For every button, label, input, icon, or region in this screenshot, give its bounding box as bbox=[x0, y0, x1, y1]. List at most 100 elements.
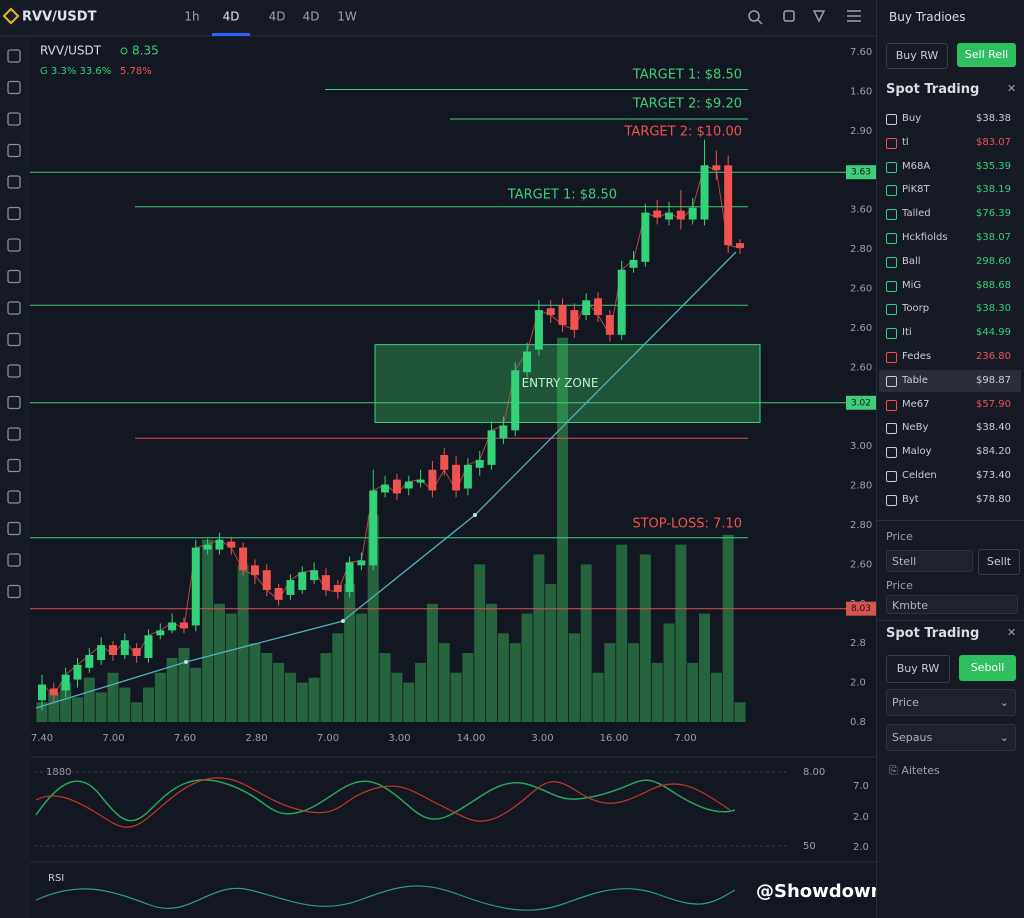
ticker-value: $78.80 bbox=[976, 493, 1011, 505]
volume-bar bbox=[71, 697, 83, 722]
divider bbox=[877, 520, 1024, 521]
ticker-row[interactable]: Hckfiolds $38.07 bbox=[879, 227, 1021, 249]
tool-icon[interactable] bbox=[7, 301, 21, 315]
tool-icon[interactable] bbox=[7, 175, 21, 189]
timeframe[interactable]: 4D bbox=[269, 10, 286, 24]
ticker-row[interactable]: Ball 298.60 bbox=[879, 251, 1021, 273]
candle-body bbox=[582, 300, 591, 316]
ticker-row[interactable]: Celden $73.40 bbox=[879, 465, 1021, 487]
x-axis-label: 3.00 bbox=[531, 733, 553, 744]
ticker-icon bbox=[886, 352, 897, 363]
tool-icon[interactable] bbox=[7, 143, 21, 158]
buy-button[interactable]: Buy RW bbox=[886, 43, 948, 69]
annotation: TARGET 1: $8.50 bbox=[507, 188, 617, 203]
candle-body bbox=[298, 572, 307, 590]
ticker-row[interactable]: NeBy $38.40 bbox=[879, 417, 1021, 439]
ticker-row[interactable]: M68A $35.39 bbox=[879, 156, 1021, 178]
ticker-row[interactable]: Table $98.87 bbox=[879, 369, 1021, 392]
ticker-row[interactable]: tl $83.07 bbox=[879, 132, 1021, 154]
candle-body bbox=[404, 481, 413, 489]
ticker-row[interactable]: Fedes 236.80 bbox=[879, 346, 1021, 368]
tool-icon[interactable] bbox=[7, 364, 21, 378]
ticker-icon bbox=[886, 375, 897, 387]
ticker-row[interactable]: Byt $78.80 bbox=[879, 489, 1021, 511]
tool-icon[interactable] bbox=[7, 112, 21, 126]
ticker-value: $38.38 bbox=[976, 113, 1011, 124]
tool-icon[interactable] bbox=[7, 49, 21, 63]
sell-button[interactable]: Seboll bbox=[959, 655, 1016, 681]
ticker-name: tl bbox=[902, 136, 909, 148]
ticker-row[interactable]: PiK8T $38.19 bbox=[879, 179, 1021, 201]
buy-button[interactable]: Buy RW bbox=[886, 655, 950, 683]
macd-axis-label: 7.0 bbox=[853, 781, 869, 792]
candle-body bbox=[156, 630, 165, 636]
watermark: @ShowdownCrypto_Pro bbox=[756, 881, 876, 902]
tool-icon[interactable] bbox=[7, 395, 21, 410]
tool-icon[interactable] bbox=[7, 238, 21, 252]
tool-icon[interactable] bbox=[7, 584, 21, 599]
alerts-text: Aitetes bbox=[901, 764, 940, 777]
select[interactable]: Sepaus ⌄ bbox=[886, 724, 1016, 751]
ticker-icon bbox=[886, 447, 897, 459]
volume-bar bbox=[308, 677, 320, 722]
ticker-row[interactable]: MiG $88.68 bbox=[879, 275, 1021, 297]
candle-body bbox=[487, 430, 496, 465]
candle-body bbox=[641, 212, 650, 262]
symbol[interactable]: RVV/USDT bbox=[22, 10, 97, 25]
candle-body bbox=[333, 585, 342, 592]
divider bbox=[877, 620, 1024, 621]
volume-bar bbox=[675, 544, 687, 722]
macd-axis-label: 2.0 bbox=[853, 842, 869, 853]
timeframe[interactable]: 4D bbox=[223, 10, 240, 24]
candle-body bbox=[700, 165, 709, 220]
ticker-row[interactable]: Me67 $57.90 bbox=[879, 394, 1021, 416]
timeframe[interactable]: 4D bbox=[303, 10, 320, 24]
sell-button[interactable]: Sell Rell bbox=[957, 43, 1016, 67]
y-axis-label: 0.8 bbox=[850, 717, 866, 728]
ticker-name: Byt bbox=[902, 493, 919, 505]
volume-bar bbox=[497, 633, 509, 722]
ticker-row[interactable]: Buy $38.38 bbox=[879, 108, 1021, 130]
ticker-value: $88.68 bbox=[976, 279, 1011, 291]
tool-icon[interactable] bbox=[7, 553, 21, 567]
ticker-row[interactable]: Iti $44.99 bbox=[879, 322, 1021, 344]
y-axis-label: 2.60 bbox=[850, 559, 872, 570]
tool-icon[interactable] bbox=[7, 521, 21, 536]
price-input[interactable]: Kmbte bbox=[886, 595, 1018, 614]
price-input[interactable]: Stell bbox=[886, 550, 973, 572]
y-axis-label: 2.60 bbox=[850, 323, 872, 334]
ticker-row[interactable]: Toorp $38.30 bbox=[879, 298, 1021, 320]
alerts[interactable]: ⎘ Aitetes bbox=[889, 764, 940, 778]
tool-icon[interactable] bbox=[7, 206, 21, 221]
tool-icon[interactable] bbox=[7, 427, 21, 441]
ticker-name: Celden bbox=[902, 470, 937, 481]
tool-icon[interactable] bbox=[7, 332, 21, 347]
volume-bar bbox=[379, 653, 391, 722]
last-price: 8.35 bbox=[132, 44, 159, 58]
tool-icon[interactable] bbox=[7, 458, 21, 473]
timeframe[interactable]: 1h bbox=[184, 10, 199, 24]
volume-bar bbox=[36, 702, 48, 722]
tool-icon[interactable] bbox=[7, 269, 21, 284]
y-axis-label: 2.60 bbox=[850, 362, 872, 373]
timeframe[interactable]: 1W bbox=[337, 10, 357, 24]
ticker-icon bbox=[886, 161, 897, 173]
volume-bar bbox=[722, 534, 734, 722]
active-indicator bbox=[212, 33, 250, 36]
volume-bar bbox=[261, 653, 273, 722]
ticker-row[interactable]: Maloy $84.20 bbox=[879, 441, 1021, 463]
ticker-row[interactable]: Talled $76.39 bbox=[879, 203, 1021, 225]
tool-icon[interactable] bbox=[7, 80, 21, 95]
close-button[interactable]: ✕ bbox=[1007, 626, 1017, 639]
volume-bar bbox=[450, 672, 462, 722]
ticker-icon bbox=[886, 233, 897, 244]
close-button[interactable]: ✕ bbox=[1007, 82, 1017, 95]
select[interactable]: Price ⌄ bbox=[886, 689, 1016, 716]
x-axis-label: 3.00 bbox=[388, 733, 410, 744]
y-axis-label: 3.60 bbox=[850, 205, 872, 216]
tool-icon[interactable] bbox=[7, 490, 21, 504]
price-button[interactable]: Sellt bbox=[978, 549, 1020, 575]
candle-body bbox=[357, 560, 366, 566]
candle-body bbox=[653, 210, 662, 218]
